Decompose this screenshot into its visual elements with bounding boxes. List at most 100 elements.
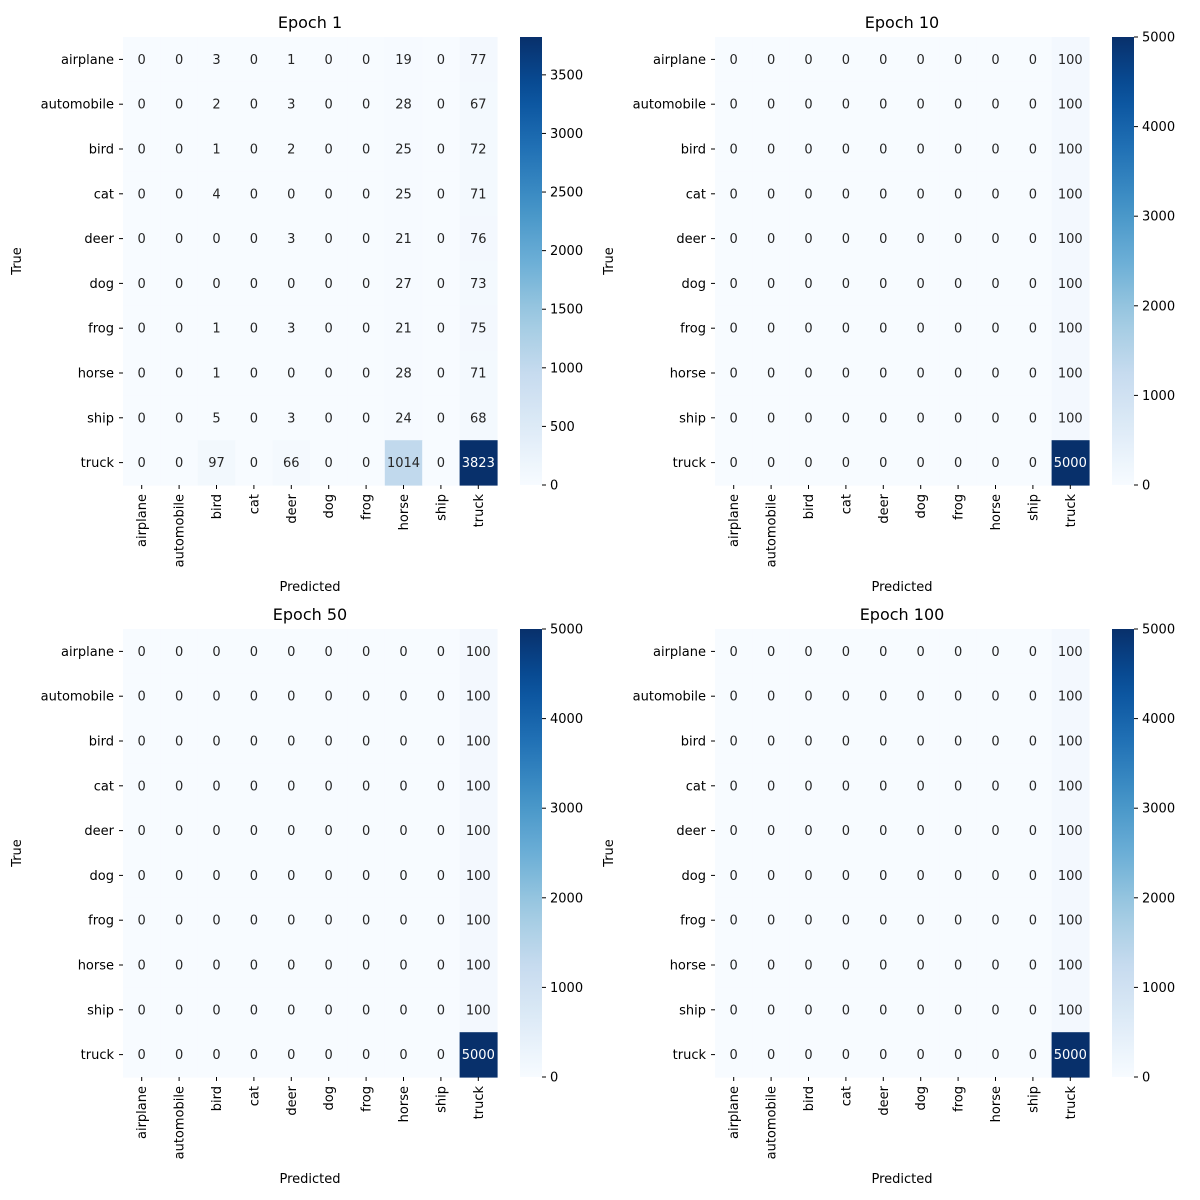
chart-title: Epoch 10 (865, 13, 939, 32)
cell-value-label: 0 (138, 367, 146, 382)
heatmap-cell (347, 440, 386, 486)
heatmap-cell (939, 350, 978, 396)
heatmap-cell (752, 81, 791, 128)
heatmap-cell (789, 853, 828, 899)
cell-value-label: 0 (212, 735, 220, 750)
cell-value-label: 0 (175, 456, 183, 471)
colorbar-tick-label: 0 (1142, 479, 1150, 494)
cell-value-label: 0 (362, 143, 370, 158)
heatmap-cell (272, 395, 311, 441)
cell-value-label: 0 (767, 645, 775, 660)
cell-value-label: 0 (730, 277, 738, 292)
colorbar-tick-label: 1000 (1142, 981, 1175, 996)
heatmap-cell (864, 261, 903, 307)
x-tick-label: ship (1026, 1086, 1041, 1113)
heatmap-cell (939, 897, 978, 944)
heatmap-cell (197, 942, 236, 988)
cell-value-label: 0 (362, 367, 370, 382)
heatmap-cell (864, 942, 903, 988)
heatmap-cell (459, 126, 498, 172)
cell-value-label: 0 (842, 322, 850, 337)
cell-value-label: 0 (250, 98, 258, 113)
heatmap-cell (752, 897, 791, 944)
cell-value-label: 0 (842, 735, 850, 750)
cell-value-label: 0 (138, 411, 146, 426)
cell-value-label: 0 (250, 645, 258, 660)
heatmap-cell (902, 216, 940, 262)
heatmap-cell (1014, 897, 1053, 944)
heatmap-cell (459, 440, 498, 486)
heatmap-panel-2: Epoch 100 0 0 0 0 0 0 0 0 1000 0 0 0 0 0 0 0 0 1000 0 0 0 0 0 0 0… (602, 13, 1175, 595)
heatmap-cell (272, 1032, 311, 1078)
cell-value-label: 27 (395, 277, 412, 292)
x-axis-label: Predicted (279, 1172, 340, 1187)
heatmap-cell (160, 126, 199, 172)
y-tick-label: dog (682, 277, 706, 292)
cell-value-label: 0 (175, 232, 183, 247)
y-tick-label: bird (89, 143, 114, 158)
y-tick-label: truck (673, 456, 707, 471)
heatmap-cell (864, 629, 903, 675)
heatmap-cell (310, 171, 348, 217)
x-tick-label: bird (802, 494, 817, 519)
cell-value-label: 0 (879, 645, 887, 660)
y-tick-label: frog (680, 914, 706, 929)
heatmap-cell (272, 897, 311, 944)
cell-value-label: 0 (917, 53, 925, 68)
cell-value-label: 0 (399, 914, 407, 929)
heatmap-cell (939, 126, 978, 172)
cell-value-label: 0 (138, 143, 146, 158)
cell-value-label: 0 (175, 367, 183, 382)
heatmap-cell (272, 987, 311, 1033)
cell-value-label: 0 (212, 645, 220, 660)
cell-value-label: 0 (879, 322, 887, 337)
cell-value-label: 100 (1058, 869, 1083, 884)
heatmap-cell (384, 629, 423, 675)
heatmap-cell (864, 763, 903, 809)
y-tick-label: ship (87, 411, 114, 426)
heatmap-cell (459, 395, 498, 441)
cell-value-label: 0 (138, 456, 146, 471)
cell-value-label: 0 (767, 277, 775, 292)
cell-value-label: 0 (804, 322, 812, 337)
heatmap-cell (422, 808, 461, 854)
cell-value-label: 0 (362, 645, 370, 660)
cell-value-label: 1 (212, 143, 220, 158)
heatmap-cell (422, 1032, 461, 1078)
heatmap-cell (160, 305, 199, 352)
cell-value-label: 100 (466, 959, 491, 974)
heatmap-cell (752, 305, 791, 352)
heatmap-cell (1014, 1032, 1053, 1078)
cell-value-label: 0 (250, 1048, 258, 1063)
heatmap-cell (902, 395, 940, 441)
heatmap-cell (1051, 350, 1090, 396)
heatmap-cell (235, 261, 274, 307)
heatmap-cell (976, 853, 1015, 899)
heatmap-cell (827, 305, 866, 352)
heatmap-cell (422, 81, 461, 128)
cell-value-label: 0 (879, 690, 887, 705)
heatmap-cell (160, 853, 199, 899)
cell-value-label: 0 (954, 232, 962, 247)
chart-title: Epoch 50 (273, 605, 347, 624)
heatmap-cell (789, 808, 828, 854)
heatmap-cell (197, 171, 236, 217)
colorbar-tick-label: 0 (1142, 1071, 1150, 1086)
heatmap-cell (864, 1032, 903, 1078)
heatmap-cell (902, 853, 940, 899)
cell-value-label: 0 (991, 690, 999, 705)
heatmap-cell (939, 216, 978, 262)
heatmap-cell (864, 37, 903, 83)
cell-value-label: 0 (138, 1003, 146, 1018)
cell-value-label: 0 (437, 232, 445, 247)
cell-value-label: 0 (842, 232, 850, 247)
cell-value-label: 0 (842, 645, 850, 660)
cell-value-label: 0 (362, 690, 370, 705)
cell-value-label: 0 (991, 53, 999, 68)
cell-value-label: 0 (730, 456, 738, 471)
cell-value-label: 0 (804, 779, 812, 794)
cell-value-label: 0 (399, 779, 407, 794)
cell-value-label: 0 (362, 735, 370, 750)
cell-value-label: 0 (991, 1003, 999, 1018)
heatmap-cell (976, 897, 1015, 944)
